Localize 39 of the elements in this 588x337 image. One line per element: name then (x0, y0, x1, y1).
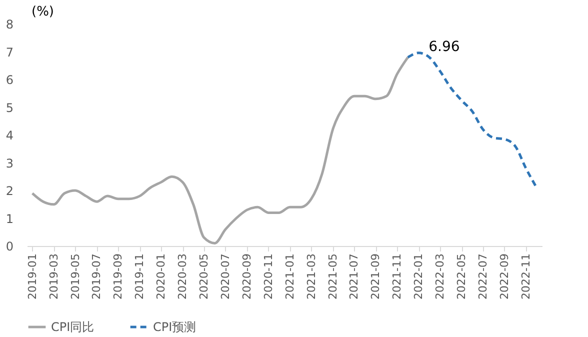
x-tick-label: 2022-05 (455, 254, 468, 300)
x-tick-label: 2020-09 (240, 254, 254, 300)
y-tick-label: 3 (6, 156, 14, 170)
x-tick-label: 2020-01 (154, 254, 168, 300)
y-tick-label: 4 (6, 128, 14, 142)
y-tick-label: 2 (6, 184, 14, 198)
x-tick-label: 2021-11 (390, 254, 404, 300)
y-tick-label: 0 (6, 240, 14, 254)
x-tick-label: 2019-05 (68, 254, 82, 300)
x-tick-label: 2021-03 (304, 254, 318, 300)
x-tick-label: 2022-09 (498, 254, 511, 300)
x-tick-label: 2019-09 (112, 254, 125, 300)
x-tick-label: 2019-01 (26, 254, 39, 300)
y-tick-label: 5 (6, 100, 14, 115)
x-tick-label: 2021-05 (326, 254, 340, 300)
x-tick-label: 2020-05 (198, 254, 211, 300)
x-tick-label: 2022-01 (412, 254, 426, 300)
annotation: 6.96 (428, 38, 460, 55)
x-tick-label: 2021-09 (369, 254, 382, 300)
x-tick-label: 2022-07 (476, 254, 490, 300)
line-series (406, 52, 538, 189)
x-tick-label: 2020-03 (176, 254, 190, 300)
x-tick-label: 2019-07 (90, 254, 104, 300)
x-tick-label: 2019-11 (133, 254, 146, 300)
x-tick-label: 2020-07 (218, 254, 232, 300)
y-tick-label: 6 (6, 73, 14, 87)
line-series (31, 56, 410, 244)
x-tick-label: 2020-11 (262, 254, 275, 300)
x-tick-label: 2022-11 (519, 254, 532, 300)
y-tick-label: 8 (6, 18, 14, 32)
x-tick-label: 2019-03 (47, 254, 60, 300)
legend-label: CPI预测 (153, 320, 196, 334)
y-tick-label: 1 (6, 212, 14, 226)
x-tick-label: 2021-01 (283, 254, 296, 300)
x-tick-label: 2022-03 (434, 254, 447, 300)
y-axis-title: (%) (32, 4, 54, 20)
y-tick-label: 7 (6, 45, 14, 60)
legend-label: CPI同比 (51, 320, 94, 334)
x-tick-label: 2021-07 (348, 254, 361, 300)
